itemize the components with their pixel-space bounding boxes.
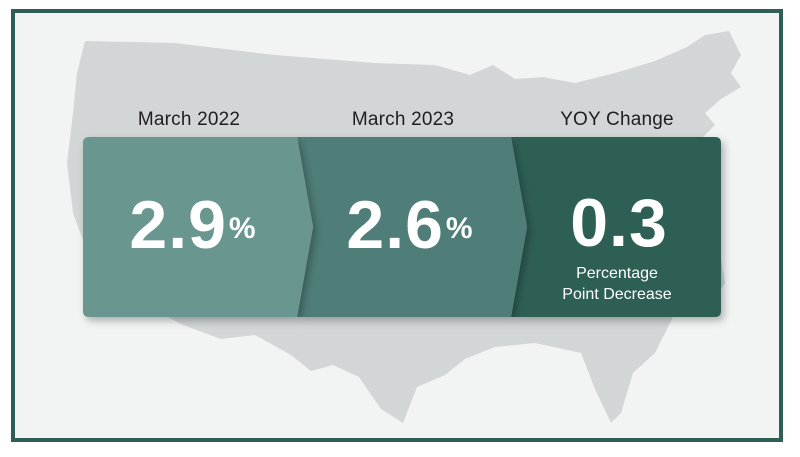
note-line-1: Percentage bbox=[576, 265, 658, 282]
value-march-2023: 2.6% bbox=[297, 191, 523, 259]
value-number: 2.6 bbox=[346, 187, 444, 263]
card-march-2022 bbox=[83, 137, 313, 317]
card-yoy-change bbox=[511, 137, 721, 317]
card-label-march-2022: March 2022 bbox=[137, 109, 241, 130]
card-march-2023 bbox=[297, 137, 527, 317]
percent-sign: % bbox=[228, 212, 257, 245]
value-number: 0.3 bbox=[570, 185, 668, 261]
value-number: 2.9 bbox=[129, 187, 227, 263]
card-label-yoy-change: YOY Change bbox=[560, 109, 674, 130]
infographic-frame: March 2022 March 2023 YOY Change 2.9% 2.… bbox=[11, 9, 783, 442]
card-label-march-2023: March 2023 bbox=[351, 109, 455, 130]
stat-cards bbox=[83, 137, 721, 317]
percent-sign: % bbox=[445, 212, 474, 245]
note-line-2: Point Decrease bbox=[562, 286, 672, 303]
yoy-change-note: Percentage Point Decrease bbox=[511, 263, 723, 305]
value-yoy-change: 0.3 bbox=[519, 189, 719, 257]
value-march-2022: 2.9% bbox=[83, 191, 303, 259]
